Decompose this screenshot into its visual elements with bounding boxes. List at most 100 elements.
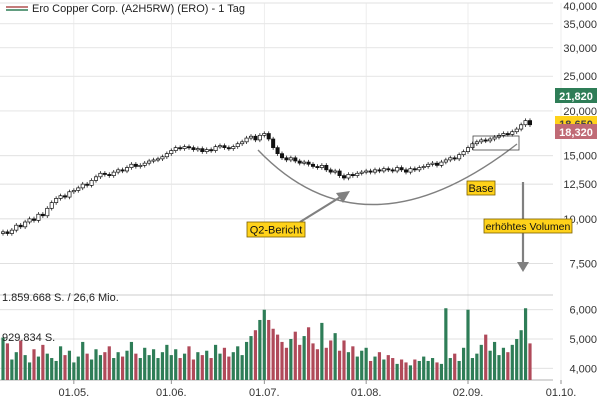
q2-note: Q2-Bericht (246, 221, 306, 238)
candle-body (49, 202, 54, 209)
candle-body (107, 174, 112, 176)
volume-bar (523, 308, 528, 380)
volume-bar (5, 343, 10, 380)
volume-bar (258, 319, 262, 380)
volume-bar (306, 327, 311, 380)
volume-tick-label: 5,000 (569, 334, 597, 346)
volume-bar (298, 344, 302, 380)
volume-bar (422, 356, 426, 380)
volume-bar (466, 309, 470, 380)
volume-bar (497, 355, 501, 380)
candle-body (217, 145, 223, 148)
volume-bar (271, 328, 275, 380)
volume-bar (196, 352, 200, 380)
candle-body (116, 169, 121, 173)
volume-bar (510, 344, 514, 380)
volume-bar (399, 359, 404, 380)
price-badge-box (555, 124, 597, 139)
candle-body (452, 157, 457, 160)
volume-bar (417, 360, 421, 380)
volume-bar (244, 341, 249, 380)
candle-body (302, 161, 307, 164)
candle-body (341, 175, 347, 179)
annotations: Q2-Bericht Base erhöhtes Volumen (246, 135, 573, 272)
candle-body (102, 172, 107, 175)
volume-bar (377, 352, 382, 380)
candle-body (368, 170, 373, 173)
candles (0, 118, 533, 236)
volume-bar (23, 355, 27, 380)
candle-body (434, 162, 440, 166)
volume-bar (280, 341, 284, 380)
volume-bar (151, 349, 156, 380)
date-tick-label: 01.10. (546, 387, 577, 399)
volume-bar (249, 336, 253, 380)
candle-body (85, 183, 90, 186)
volume-bar (479, 344, 483, 380)
candle-body (222, 145, 227, 148)
price-axis: 40,000 35,000 30,000 25,000 20,000 15,000 12,5… (563, 1, 597, 271)
volume-bar (218, 353, 222, 380)
candle-body (465, 147, 471, 152)
volume-bar (54, 360, 58, 380)
volume-bar (320, 322, 324, 380)
candle-body (519, 124, 524, 130)
candle-body (430, 162, 435, 165)
date-tick-label: 01.05. (59, 387, 90, 399)
candle-body (71, 190, 76, 193)
volume-bar (213, 344, 218, 380)
candle-body (527, 120, 533, 126)
volume-notes: 1.859.668 S. / 26,6 Mio. 929.834 S. (2, 292, 119, 344)
volume-bar (430, 358, 435, 380)
candle-body (297, 160, 302, 164)
volume-note-label: erhöhtes Volumen (486, 221, 571, 233)
candle-body (5, 231, 10, 234)
candle-body (395, 167, 400, 172)
candle-body (310, 163, 316, 167)
volume-bar (501, 347, 506, 380)
volume-bar (315, 349, 320, 380)
candle-body (328, 169, 333, 173)
candle-body (474, 141, 479, 145)
base-note: Base (466, 180, 496, 196)
volume-bar (284, 347, 289, 380)
volume-bar (182, 353, 187, 380)
candle-body (271, 138, 276, 148)
volume-bar (191, 359, 196, 380)
candle-body (279, 153, 285, 159)
volume-bar (444, 308, 448, 380)
date-tick-label: 02.09. (453, 387, 484, 399)
volume-bar (103, 352, 107, 380)
price-tick-label: 25,000 (563, 71, 597, 83)
candle-body (18, 224, 23, 228)
candle-body (0, 231, 6, 234)
candle-body (9, 229, 14, 234)
volume-bar (209, 358, 213, 380)
candle-body (324, 165, 329, 171)
candle-body (142, 162, 147, 166)
volume-bar (116, 352, 120, 380)
candle-body (231, 146, 236, 149)
volume-bar (94, 349, 98, 380)
candle-body (479, 139, 484, 143)
volume-bar (143, 347, 147, 380)
chart-legend: Ero Copper Corp. (A2H5RW) (ERO) - 1 Tag (6, 3, 245, 15)
candle-body (333, 170, 338, 173)
candle-body (412, 168, 417, 171)
q2-arrow-head (336, 191, 350, 203)
volume-bar (364, 347, 368, 380)
volume-bar (253, 330, 258, 380)
volume-bar (129, 341, 134, 380)
base-note-label: Base (468, 183, 493, 195)
candle-body (111, 171, 116, 176)
volume-bar (528, 343, 532, 380)
volume-bar (333, 333, 337, 380)
volume-bar (492, 341, 497, 380)
price-badge-label: 21,820 (559, 91, 593, 103)
volume-bar (107, 346, 111, 380)
candle-body (178, 147, 183, 150)
candle-body (23, 221, 28, 228)
volume-bar (125, 350, 129, 380)
